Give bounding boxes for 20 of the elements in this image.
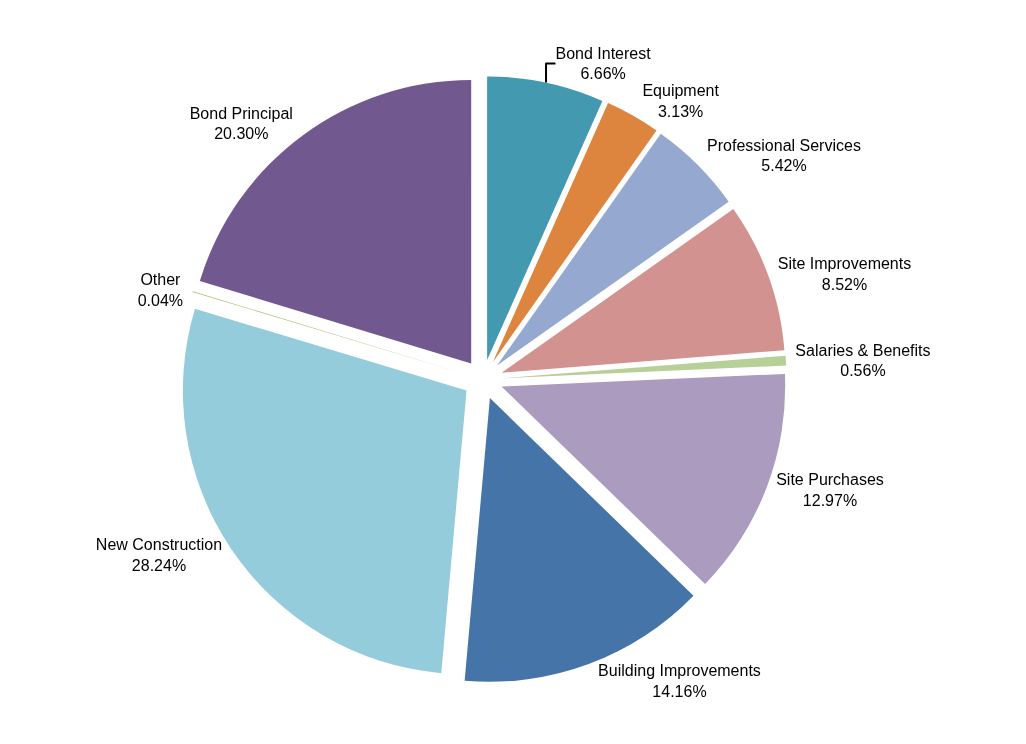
slice-label: Other bbox=[140, 271, 182, 289]
slice-label: Bond Interest bbox=[555, 44, 652, 62]
slice-label: Bond Principal bbox=[189, 104, 293, 122]
slice-label: New Construction bbox=[95, 536, 223, 554]
data-label: 0.56% bbox=[840, 362, 886, 380]
data-label: 20.30% bbox=[214, 125, 269, 143]
data-label: 12.97% bbox=[802, 491, 858, 509]
slice-label: Site Improvements bbox=[777, 255, 912, 273]
slice-label: Site Purchases bbox=[776, 470, 884, 488]
data-label: 0.04% bbox=[137, 291, 184, 309]
data-label: 3.13% bbox=[657, 103, 704, 121]
data-label: 28.24% bbox=[131, 557, 187, 575]
slice-label: Building Improvements bbox=[598, 661, 761, 679]
data-label: 8.52% bbox=[821, 275, 868, 293]
data-label: 6.66% bbox=[580, 65, 626, 83]
slice-label: Equipment bbox=[642, 82, 720, 100]
data-label: 5.42% bbox=[761, 157, 807, 175]
data-label: 14.16% bbox=[652, 682, 707, 700]
slice-label: Professional Services bbox=[707, 136, 861, 154]
slice-label: Salaries & Benefits bbox=[795, 341, 931, 359]
